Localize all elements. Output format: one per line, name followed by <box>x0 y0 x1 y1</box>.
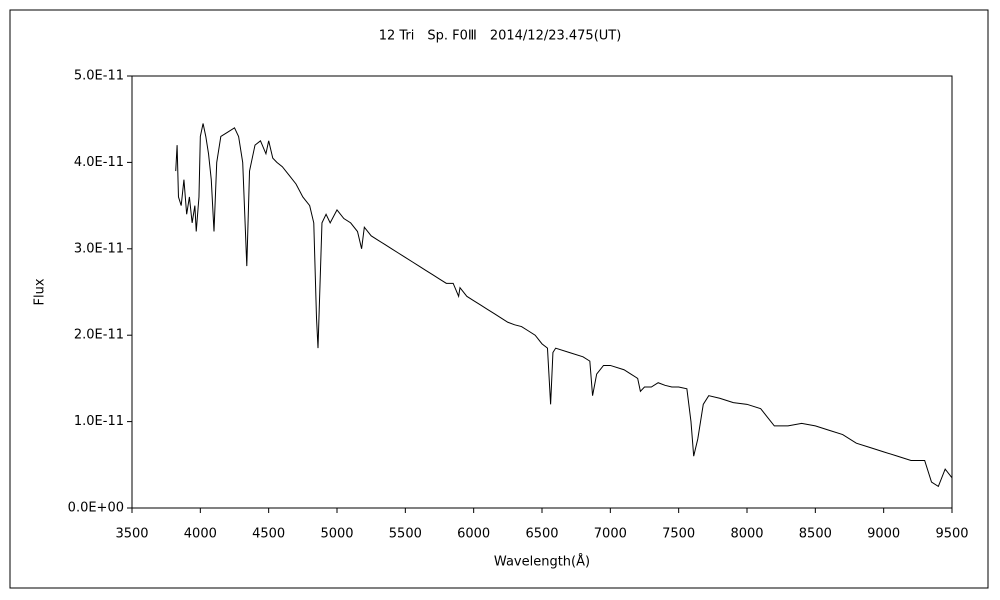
x-tick-label: 9500 <box>935 527 968 542</box>
chart-title: 12 Tri Sp. F0Ⅲ 2014/12/23.475(UT) <box>379 29 622 44</box>
y-axis-label: Flux <box>33 278 48 305</box>
y-tick-label: 1.0E-11 <box>74 414 124 429</box>
y-tick-label: 5.0E-11 <box>74 69 124 84</box>
x-tick-label: 6000 <box>457 527 490 542</box>
x-tick-label: 9000 <box>867 527 900 542</box>
x-tick-label: 6500 <box>525 527 558 542</box>
x-axis-label: Wavelength(Å) <box>494 554 590 570</box>
x-tick-label: 5000 <box>320 527 353 542</box>
y-tick-label: 2.0E-11 <box>74 328 124 343</box>
x-tick-label: 7500 <box>662 527 695 542</box>
x-tick-label: 3500 <box>115 527 148 542</box>
chart-frame <box>9 9 989 589</box>
y-tick-label: 3.0E-11 <box>74 241 124 256</box>
x-tick-label: 8500 <box>799 527 832 542</box>
x-tick-label: 8000 <box>730 527 763 542</box>
x-tick-label: 4500 <box>252 527 285 542</box>
x-tick-label: 5500 <box>389 527 422 542</box>
x-tick-label: 7000 <box>594 527 627 542</box>
x-tick-label: 4000 <box>184 527 217 542</box>
y-tick-label: 4.0E-11 <box>74 155 124 170</box>
y-tick-label: 0.0E+00 <box>68 501 124 516</box>
spectrum-line <box>175 123 953 488</box>
